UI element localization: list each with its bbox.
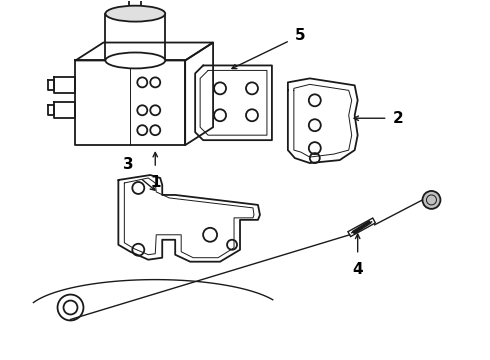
Text: 5: 5 bbox=[295, 28, 305, 43]
Text: 3: 3 bbox=[123, 157, 134, 172]
Text: 1: 1 bbox=[150, 175, 161, 190]
Text: 4: 4 bbox=[352, 262, 363, 277]
Circle shape bbox=[422, 191, 441, 209]
Ellipse shape bbox=[105, 6, 165, 22]
Text: 2: 2 bbox=[392, 111, 403, 126]
Ellipse shape bbox=[105, 53, 165, 68]
